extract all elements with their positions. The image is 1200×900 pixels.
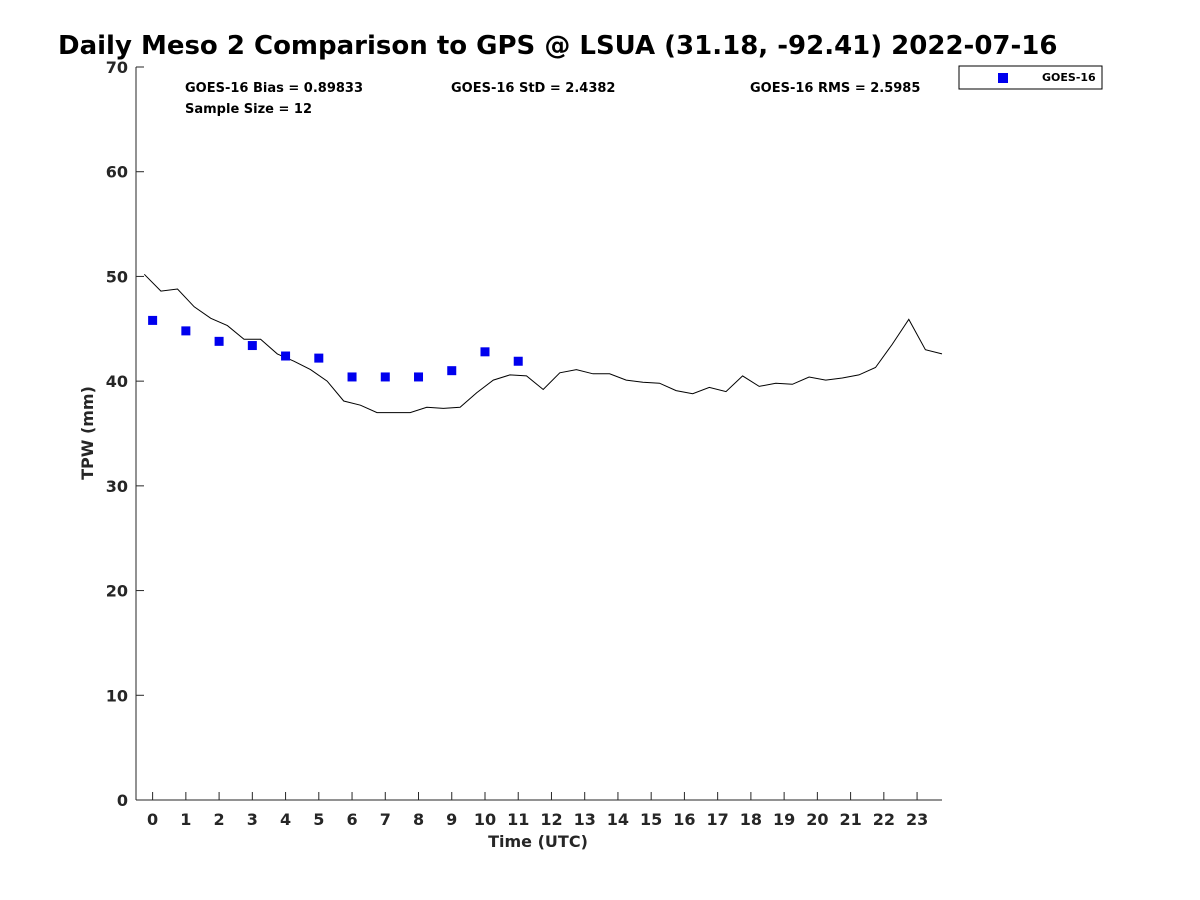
y-tick-label: 20 xyxy=(106,582,128,601)
y-tick-label: 0 xyxy=(117,791,128,810)
goes16-data-point xyxy=(214,336,224,346)
stat-std: GOES-16 StD = 2.4382 xyxy=(451,81,615,96)
y-axis-ticks: 0 10 20 30 40 50 60 70 xyxy=(106,58,144,810)
goes16-data-point xyxy=(513,356,523,366)
x-tick-label: 0 xyxy=(147,810,158,829)
goes16-data-point xyxy=(181,326,191,336)
y-tick-label: 50 xyxy=(106,267,128,286)
x-tick-label: 6 xyxy=(346,810,357,829)
gps-tpw-line xyxy=(143,273,943,414)
goes16-series xyxy=(148,315,523,382)
chart-title: Daily Meso 2 Comparison to GPS @ LSUA (3… xyxy=(58,31,1058,61)
goes16-data-point xyxy=(447,366,457,376)
x-tick-label: 13 xyxy=(574,810,596,829)
stat-rms: GOES-16 RMS = 2.5985 xyxy=(750,81,920,96)
goes16-data-point xyxy=(480,347,490,357)
legend-label-goes16: GOES-16 xyxy=(1042,71,1096,84)
x-tick-label: 3 xyxy=(247,810,258,829)
x-tick-label: 20 xyxy=(806,810,828,829)
x-tick-label: 4 xyxy=(280,810,291,829)
goes16-data-point xyxy=(314,353,324,363)
y-tick-label: 10 xyxy=(106,686,128,705)
legend-marker-goes16 xyxy=(998,73,1008,83)
y-tick-label: 40 xyxy=(106,372,128,391)
x-tick-label: 21 xyxy=(839,810,861,829)
goes16-data-point xyxy=(281,351,291,361)
goes16-data-point xyxy=(347,372,357,382)
goes16-data-point xyxy=(148,315,158,325)
x-tick-label: 7 xyxy=(380,810,391,829)
x-tick-label: 10 xyxy=(474,810,496,829)
goes16-data-point xyxy=(247,341,257,351)
stat-bias: GOES-16 Bias = 0.89833 xyxy=(185,81,363,96)
stat-sample-size: Sample Size = 12 xyxy=(185,102,312,117)
x-tick-label: 19 xyxy=(773,810,795,829)
y-tick-label: 30 xyxy=(106,477,128,496)
x-tick-label: 17 xyxy=(707,810,729,829)
x-tick-label: 23 xyxy=(906,810,928,829)
x-tick-label: 15 xyxy=(640,810,662,829)
x-tick-label: 8 xyxy=(413,810,424,829)
x-tick-label: 16 xyxy=(673,810,695,829)
y-tick-label: 70 xyxy=(106,58,128,77)
legend: GOES-16 xyxy=(958,65,1103,90)
x-tick-label: 5 xyxy=(313,810,324,829)
legend-box xyxy=(958,65,1103,90)
x-tick-label: 9 xyxy=(446,810,457,829)
y-axis-label: TPW (mm) xyxy=(78,386,97,480)
x-tick-label: 2 xyxy=(214,810,225,829)
goes16-data-point xyxy=(414,372,424,382)
y-tick-label: 60 xyxy=(106,163,128,182)
x-tick-label: 12 xyxy=(540,810,562,829)
x-tick-label: 14 xyxy=(607,810,629,829)
x-axis-label: Time (UTC) xyxy=(488,832,588,851)
x-tick-label: 18 xyxy=(740,810,762,829)
x-tick-label: 11 xyxy=(507,810,529,829)
gps-series xyxy=(143,273,943,414)
x-axis-ticks: 0 1 2 3 4 5 6 7 8 9 10 11 12 13 14 15 16 17 18 19 20 21 22 23 xyxy=(147,792,928,829)
x-tick-label: 1 xyxy=(180,810,191,829)
goes16-data-point xyxy=(380,372,390,382)
x-tick-label: 22 xyxy=(873,810,895,829)
